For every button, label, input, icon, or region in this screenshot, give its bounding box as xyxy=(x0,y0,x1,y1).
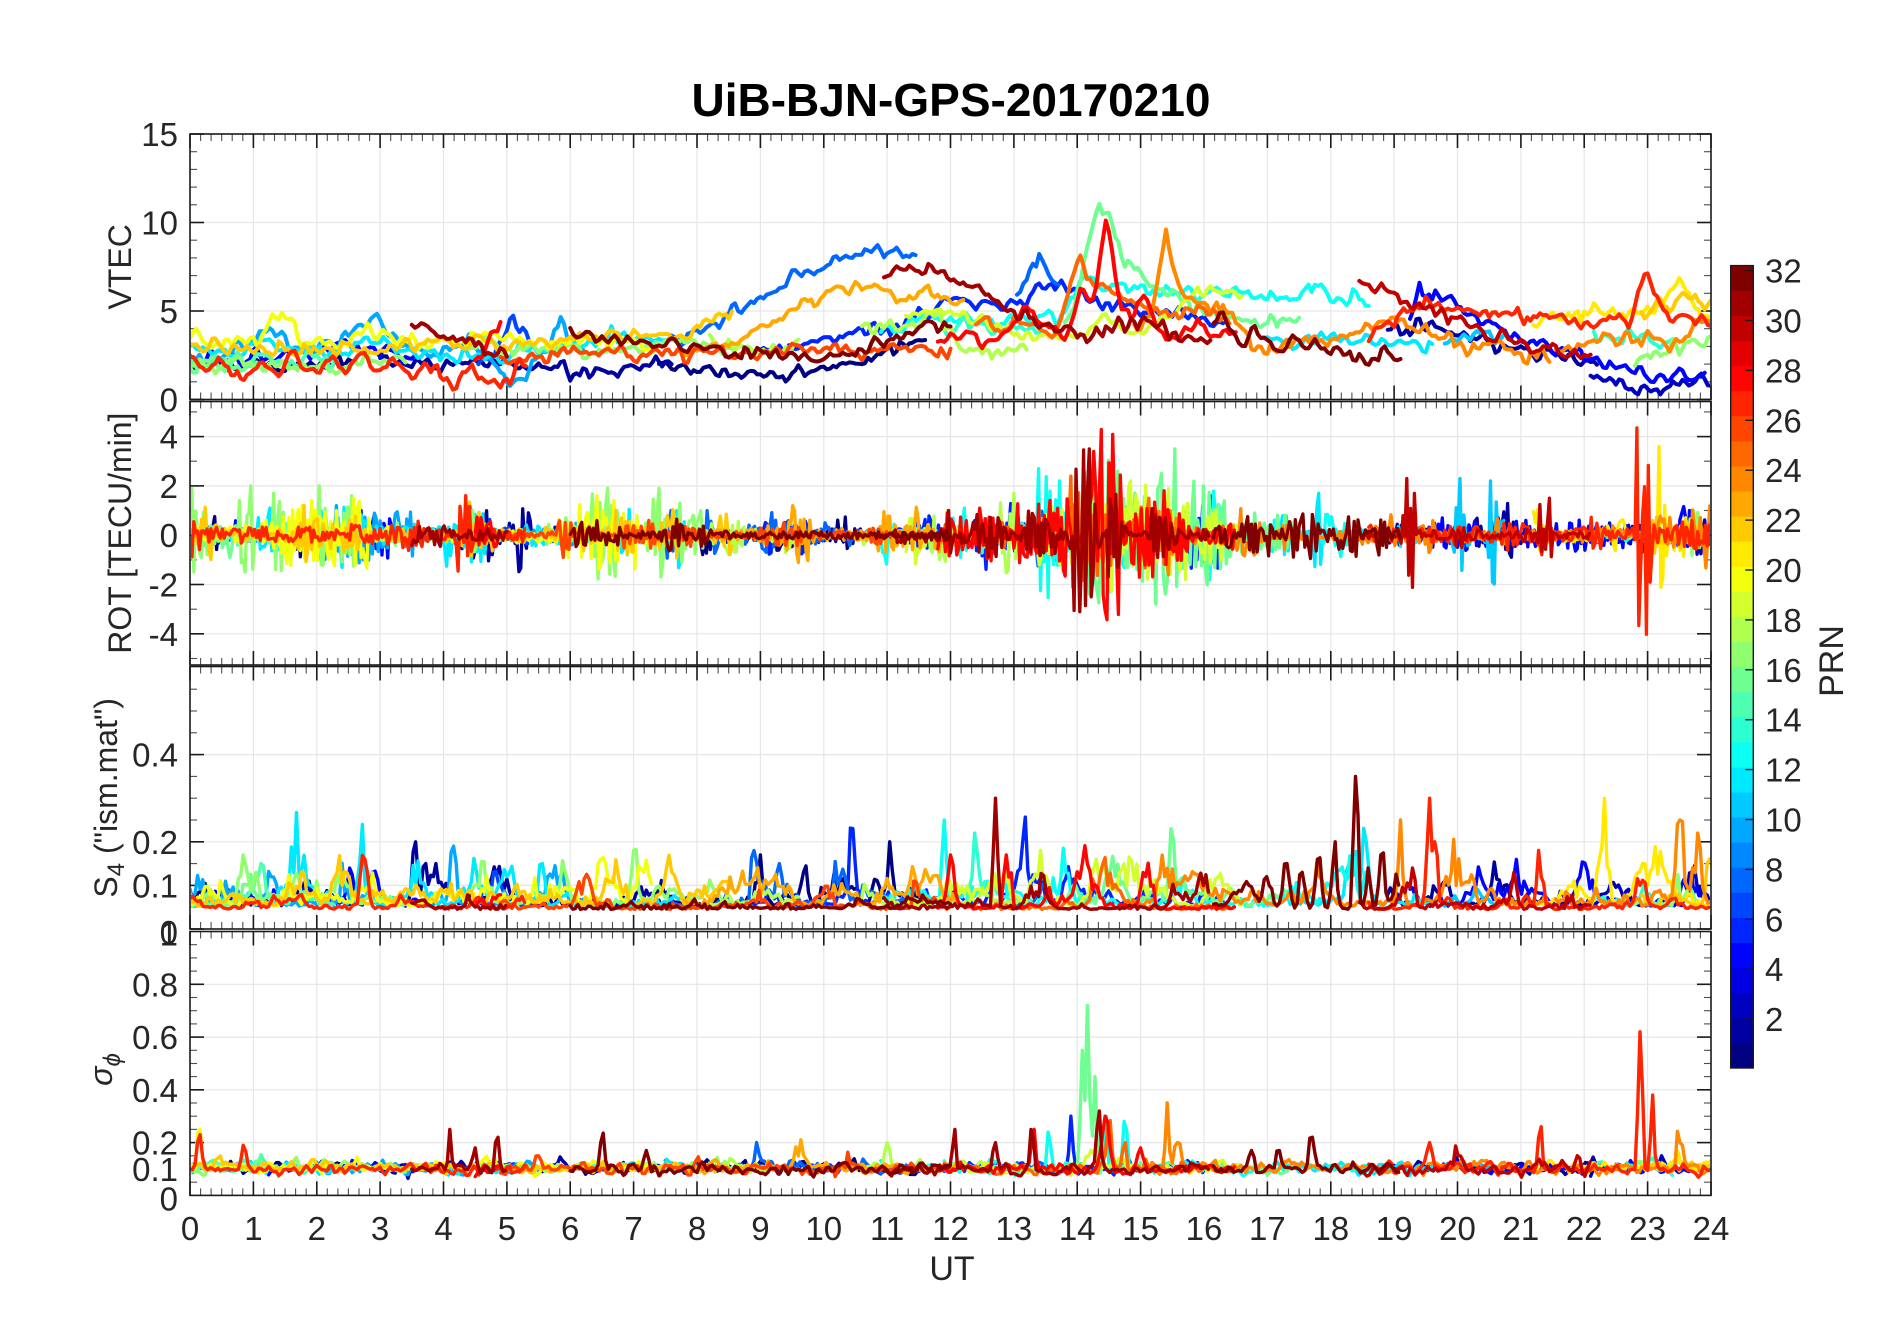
svg-text:32: 32 xyxy=(1765,253,1802,290)
svg-text:9: 9 xyxy=(751,1210,769,1247)
svg-text:18: 18 xyxy=(1312,1210,1349,1247)
svg-text:0.6: 0.6 xyxy=(132,1019,178,1056)
svg-text:15: 15 xyxy=(141,116,178,153)
svg-text:3: 3 xyxy=(371,1210,389,1247)
svg-text:2: 2 xyxy=(1765,1001,1783,1038)
svg-text:14: 14 xyxy=(1765,702,1802,739)
svg-text:4: 4 xyxy=(434,1210,452,1247)
svg-text:11: 11 xyxy=(870,1210,904,1247)
svg-text:5: 5 xyxy=(498,1210,516,1247)
svg-text:PRN: PRN xyxy=(1813,625,1851,697)
svg-text:23: 23 xyxy=(1629,1210,1666,1247)
svg-text:0: 0 xyxy=(160,1180,178,1217)
svg-text:ROT [TECU/min]: ROT [TECU/min] xyxy=(102,413,138,654)
svg-text:4: 4 xyxy=(1765,951,1783,988)
svg-text:16: 16 xyxy=(1765,652,1802,689)
svg-text:21: 21 xyxy=(1503,1210,1540,1247)
svg-text:0: 0 xyxy=(160,517,178,554)
svg-text:0.1: 0.1 xyxy=(132,1151,178,1188)
svg-text:UT: UT xyxy=(929,1250,974,1288)
svg-text:10: 10 xyxy=(1765,802,1802,839)
svg-text:17: 17 xyxy=(1249,1210,1286,1247)
svg-text:1: 1 xyxy=(160,916,178,953)
svg-text:0: 0 xyxy=(160,382,178,419)
svg-text:18: 18 xyxy=(1765,602,1802,639)
svg-text:0.4: 0.4 xyxy=(132,1072,178,1109)
svg-text:0: 0 xyxy=(160,914,178,951)
svg-text:4: 4 xyxy=(160,419,178,456)
svg-text:12: 12 xyxy=(932,1210,969,1247)
svg-text:-2: -2 xyxy=(149,567,178,604)
svg-text:28: 28 xyxy=(1765,352,1802,389)
svg-text:14: 14 xyxy=(1059,1210,1096,1247)
svg-text:0: 0 xyxy=(181,1210,199,1247)
svg-text:16: 16 xyxy=(1186,1210,1223,1247)
svg-text:19: 19 xyxy=(1376,1210,1413,1247)
svg-text:22: 22 xyxy=(1566,1210,1603,1247)
svg-text:VTEC: VTEC xyxy=(102,224,138,309)
svg-text:7: 7 xyxy=(624,1210,642,1247)
svg-text:8: 8 xyxy=(1765,851,1783,888)
svg-text:20: 20 xyxy=(1765,552,1802,589)
svg-text:15: 15 xyxy=(1122,1210,1159,1247)
svg-text:6: 6 xyxy=(1765,901,1783,938)
svg-text:0.2: 0.2 xyxy=(132,824,178,861)
svg-text:2: 2 xyxy=(308,1210,326,1247)
svg-text:24: 24 xyxy=(1693,1210,1730,1247)
svg-text:0.4: 0.4 xyxy=(132,737,178,774)
svg-text:0.2: 0.2 xyxy=(132,1125,178,1162)
svg-text:24: 24 xyxy=(1765,452,1802,489)
svg-text:20: 20 xyxy=(1439,1210,1476,1247)
svg-text:6: 6 xyxy=(561,1210,579,1247)
svg-text:0.8: 0.8 xyxy=(132,966,178,1003)
svg-text:8: 8 xyxy=(688,1210,706,1247)
svg-text:10: 10 xyxy=(141,205,178,242)
svg-text:-4: -4 xyxy=(149,616,178,653)
svg-text:22: 22 xyxy=(1765,502,1802,539)
svg-text:12: 12 xyxy=(1765,752,1802,789)
svg-text:0.1: 0.1 xyxy=(132,867,178,904)
svg-text:UiB-BJN-GPS-20170210: UiB-BJN-GPS-20170210 xyxy=(691,74,1210,126)
svg-text:5: 5 xyxy=(160,293,178,330)
svg-text:10: 10 xyxy=(805,1210,842,1247)
svg-text:1: 1 xyxy=(244,1210,262,1247)
svg-text:2: 2 xyxy=(160,468,178,505)
svg-text:13: 13 xyxy=(996,1210,1033,1247)
svg-text:30: 30 xyxy=(1765,303,1802,340)
svg-text:26: 26 xyxy=(1765,402,1802,439)
